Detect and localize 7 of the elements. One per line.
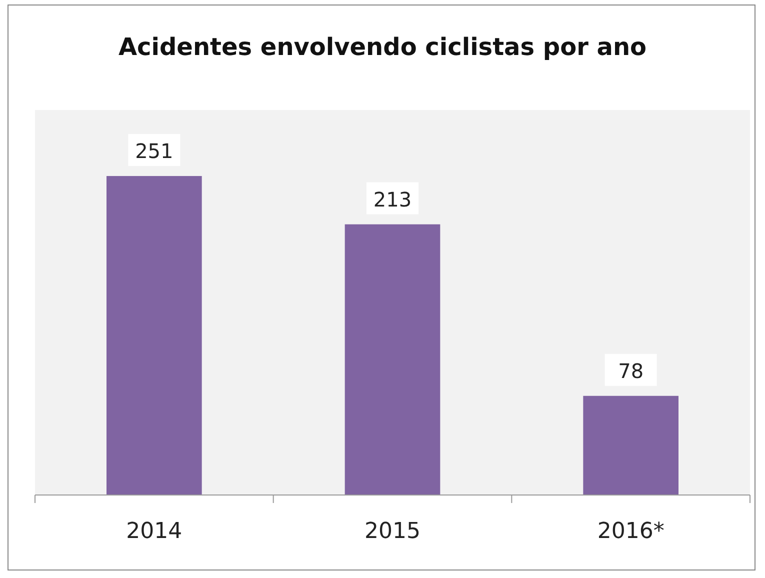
- x-tick-label: 2016*: [597, 519, 664, 544]
- x-tick-label: 2015: [364, 519, 420, 544]
- data-label: 251: [135, 139, 174, 164]
- data-label: 213: [373, 187, 412, 212]
- chart-title: Acidentes envolvendo ciclistas por ano: [118, 33, 647, 61]
- x-tick-label: 2014: [126, 519, 182, 544]
- data-label: 78: [618, 358, 644, 383]
